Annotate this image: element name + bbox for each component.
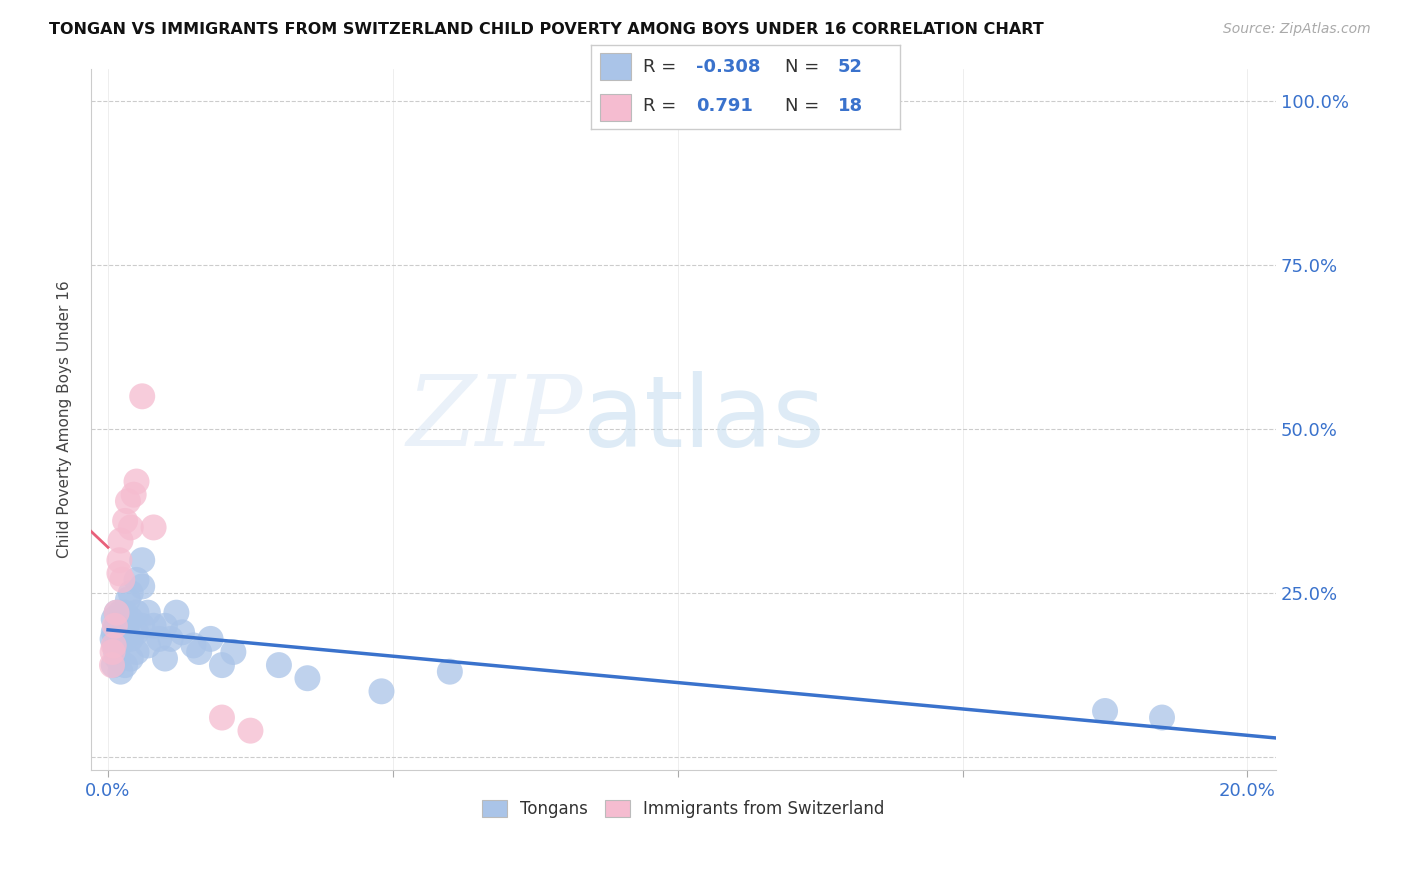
Point (222, 645, 245, 659)
Point (108, 639, 131, 653)
Point (117, 494, 139, 508)
Text: N =: N = (786, 59, 825, 77)
Point (142, 619, 165, 633)
Point (125, 625, 148, 640)
Text: 18: 18 (838, 97, 863, 115)
Point (142, 520, 165, 534)
Point (172, 625, 194, 640)
Point (120, 632, 142, 646)
Point (239, 723, 262, 738)
Point (103, 658, 125, 673)
Point (101, 645, 124, 659)
Point (107, 651, 129, 665)
Point (110, 665, 132, 679)
Point (114, 514, 136, 528)
Point (297, 671, 319, 685)
Point (1150, 710, 1173, 724)
Text: 52: 52 (838, 59, 863, 77)
Text: ZIP: ZIP (406, 372, 582, 467)
Point (105, 606, 128, 620)
Point (439, 665, 461, 679)
Point (115, 619, 138, 633)
Point (120, 651, 142, 665)
Point (103, 639, 125, 653)
Text: R =: R = (643, 59, 682, 77)
Point (211, 710, 233, 724)
Text: TONGAN VS IMMIGRANTS FROM SWITZERLAND CHILD POVERTY AMONG BOYS UNDER 16 CORRELAT: TONGAN VS IMMIGRANTS FROM SWITZERLAND CH… (49, 22, 1045, 37)
Point (114, 606, 136, 620)
Point (122, 488, 145, 502)
Text: N =: N = (786, 97, 825, 115)
Point (125, 606, 148, 620)
Point (111, 573, 134, 587)
Point (110, 533, 132, 548)
Point (117, 592, 139, 607)
Point (211, 658, 233, 673)
Bar (600, 94, 631, 120)
Point (120, 612, 142, 626)
Point (105, 619, 128, 633)
Point (103, 625, 125, 640)
Point (136, 639, 159, 653)
Y-axis label: Child Poverty Among Boys Under 16: Child Poverty Among Boys Under 16 (58, 280, 72, 558)
Legend: Tongans, Immigrants from Switzerland: Tongans, Immigrants from Switzerland (475, 793, 891, 825)
Point (104, 619, 127, 633)
Point (153, 619, 176, 633)
Point (1094, 704, 1116, 718)
Point (108, 566, 131, 581)
Point (101, 658, 124, 673)
Point (101, 632, 124, 646)
Point (159, 632, 181, 646)
Point (120, 520, 142, 534)
Point (103, 612, 125, 626)
Point (131, 389, 153, 403)
Point (131, 553, 153, 567)
Point (370, 684, 392, 698)
Point (188, 645, 211, 659)
Point (120, 586, 142, 600)
Point (148, 632, 170, 646)
Point (114, 658, 136, 673)
Point (136, 606, 159, 620)
Point (114, 632, 136, 646)
Point (125, 573, 148, 587)
Point (153, 651, 176, 665)
Point (105, 606, 128, 620)
Point (200, 632, 222, 646)
Point (105, 645, 128, 659)
Text: 0.791: 0.791 (696, 97, 752, 115)
Point (165, 606, 187, 620)
Point (125, 645, 148, 659)
Text: R =: R = (643, 97, 688, 115)
Point (108, 619, 131, 633)
Bar (600, 54, 631, 80)
Point (108, 632, 131, 646)
Point (131, 619, 153, 633)
Point (183, 639, 205, 653)
Point (267, 658, 290, 673)
Point (131, 579, 153, 593)
Point (110, 606, 132, 620)
Point (125, 475, 148, 489)
Text: atlas: atlas (582, 371, 824, 467)
Point (104, 639, 127, 653)
Text: -0.308: -0.308 (696, 59, 761, 77)
Point (108, 553, 131, 567)
Text: Source: ZipAtlas.com: Source: ZipAtlas.com (1223, 22, 1371, 37)
Point (111, 625, 134, 640)
Point (111, 612, 134, 626)
